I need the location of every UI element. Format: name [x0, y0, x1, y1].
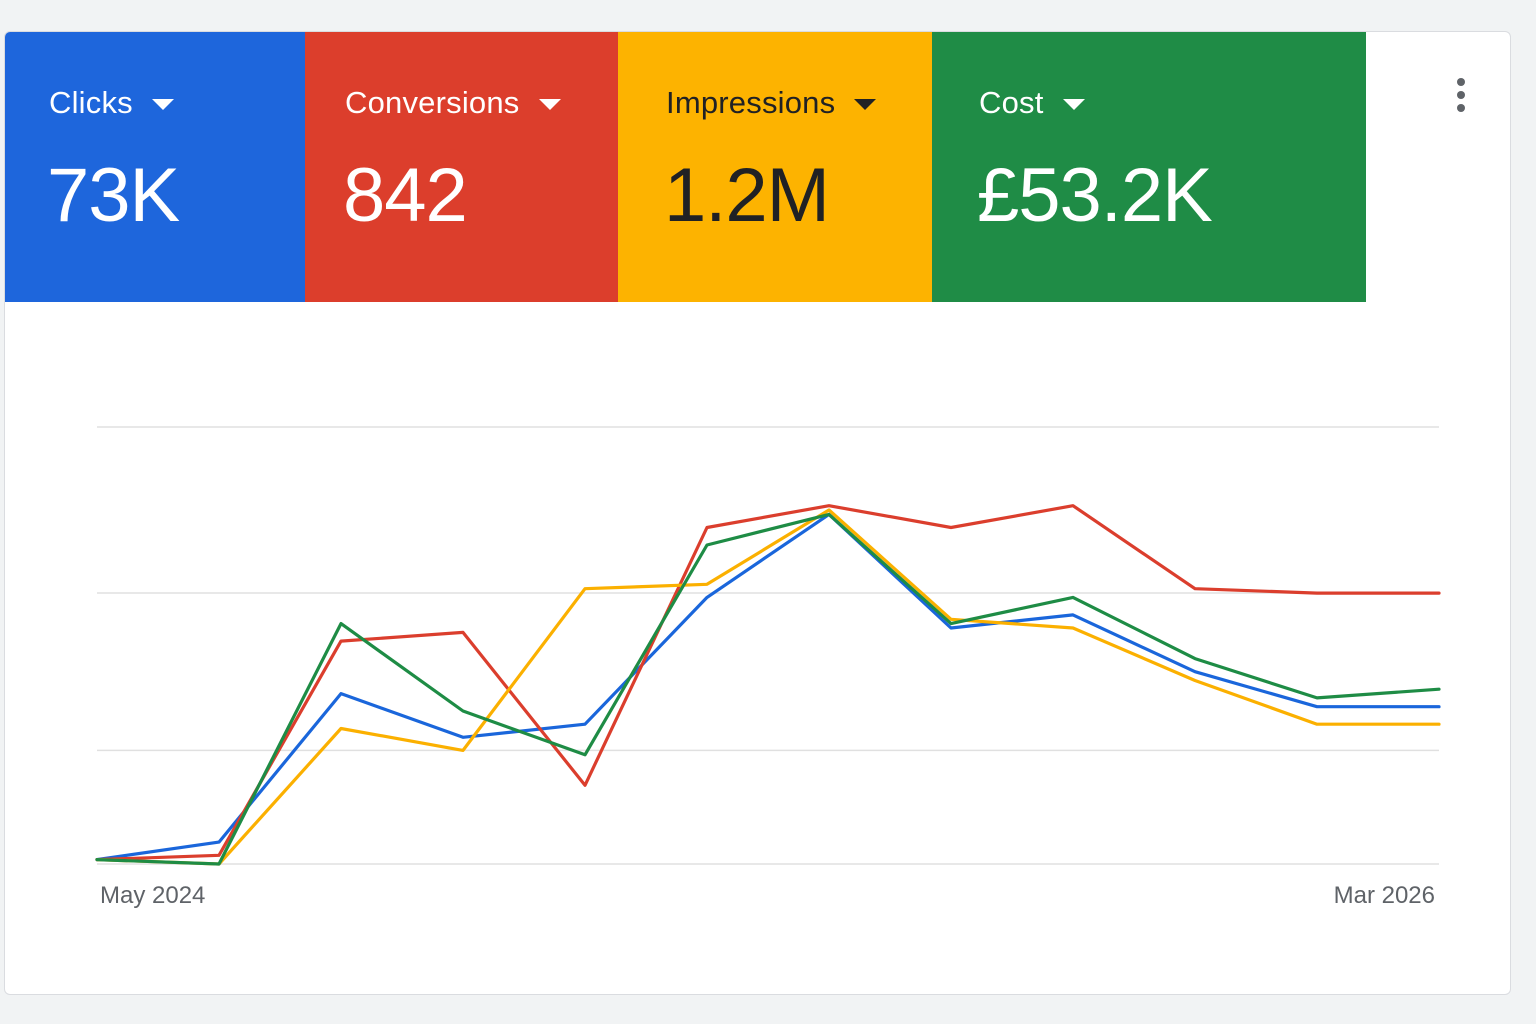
kebab-dot	[1457, 91, 1465, 99]
metric-selector-impressions[interactable]: Impressions	[666, 85, 877, 121]
chart-x-axis: May 2024 Mar 2026	[100, 882, 1435, 909]
metric-value: £53.2K	[977, 153, 1213, 238]
kebab-dot	[1457, 78, 1465, 86]
metric-label: Impressions	[666, 85, 836, 120]
metric-selector-clicks[interactable]: Clicks	[49, 85, 174, 121]
dropdown-caret-icon[interactable]	[854, 98, 877, 110]
line-chart: May 2024 Mar 2026	[95, 426, 1441, 909]
metric-selector-cost[interactable]: Cost	[979, 85, 1085, 121]
metric-tile-conversions[interactable]: Conversions 842	[305, 32, 618, 302]
performance-card: Clicks 73K Conversions 842 Impressions 1…	[4, 31, 1511, 995]
x-tick-label-end: Mar 2026	[1334, 882, 1435, 909]
chart-series	[95, 504, 1441, 866]
series-line-impressions[interactable]	[95, 508, 1441, 866]
metric-value: 73K	[47, 153, 180, 238]
series-line-conversions[interactable]	[95, 504, 1441, 862]
dropdown-caret-icon[interactable]	[151, 98, 174, 110]
metric-tile-clicks[interactable]: Clicks 73K	[5, 32, 305, 302]
metric-tile-impressions[interactable]: Impressions 1.2M	[618, 32, 932, 302]
metric-tile-cost[interactable]: Cost £53.2K	[932, 32, 1366, 302]
metric-label: Cost	[979, 85, 1044, 120]
dropdown-caret-icon[interactable]	[1062, 98, 1085, 110]
metric-value: 842	[343, 153, 468, 238]
metric-tiles: Clicks 73K Conversions 842 Impressions 1…	[5, 32, 1366, 302]
more-vert-icon[interactable]	[1447, 76, 1475, 116]
metric-selector-conversions[interactable]: Conversions	[345, 85, 561, 121]
kebab-dot	[1457, 104, 1465, 112]
series-line-clicks[interactable]	[95, 512, 1441, 862]
series-line-cost[interactable]	[95, 512, 1441, 866]
metric-label: Clicks	[49, 85, 133, 120]
dropdown-caret-icon[interactable]	[538, 98, 561, 110]
metric-value: 1.2M	[664, 153, 830, 238]
x-tick-label-start: May 2024	[100, 882, 205, 909]
metric-label: Conversions	[345, 85, 520, 120]
chart-gridlines	[97, 426, 1439, 865]
